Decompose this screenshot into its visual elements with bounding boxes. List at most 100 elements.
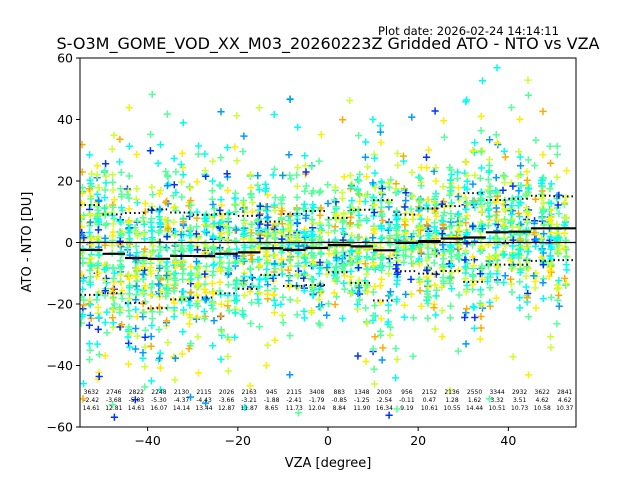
scatter-point: [423, 293, 431, 301]
scatter-point: [317, 204, 325, 212]
scatter-point: [348, 204, 356, 212]
scatter-point: [279, 225, 287, 234]
scatter-point: [423, 273, 431, 281]
bin-count-label: 2822: [129, 389, 144, 396]
scatter-point: [155, 303, 163, 311]
scatter-point: [447, 248, 455, 256]
scatter-point: [463, 199, 471, 207]
scatter-point: [547, 180, 555, 188]
scatter-point: [431, 219, 439, 227]
scatter-point: [515, 223, 523, 231]
scatter-point: [133, 232, 142, 240]
scatter-point: [477, 164, 486, 172]
scatter-point: [417, 248, 425, 256]
scatter-point: [80, 277, 87, 285]
scatter-point: [255, 276, 263, 284]
scatter-point: [209, 261, 217, 269]
scatter-point: [522, 272, 530, 280]
y-tick-label: −40: [47, 358, 73, 373]
scatter-point: [171, 259, 179, 267]
scatter-point: [385, 199, 393, 207]
scatter-point: [215, 235, 224, 243]
scatter-point: [210, 205, 218, 213]
scatter-point: [439, 221, 447, 229]
scatter-point: [154, 159, 162, 167]
scatter-point: [94, 226, 102, 234]
scatter-point: [355, 284, 363, 292]
scatter-point: [101, 221, 110, 229]
scatter-point: [141, 343, 149, 351]
scatter-point: [94, 259, 102, 267]
scatter-point: [408, 192, 417, 200]
scatter-point: [494, 278, 502, 286]
scatter-point: [201, 270, 209, 278]
scatter-point: [192, 258, 201, 266]
scatter-point: [162, 215, 170, 223]
scatter-point: [277, 196, 285, 204]
scatter-point: [447, 269, 456, 277]
scatter-point: [109, 203, 117, 211]
scatter-point: [376, 128, 385, 136]
scatter-point: [286, 171, 294, 179]
y-tick-label: 60: [57, 51, 73, 66]
scatter-point: [302, 258, 310, 266]
scatter-point: [209, 223, 217, 231]
scatter-point: [131, 396, 139, 404]
scatter-point: [507, 275, 515, 283]
scatter-point: [470, 262, 478, 270]
scatter-point: [547, 159, 555, 167]
scatter-point: [386, 288, 395, 296]
scatter-point: [193, 282, 201, 290]
scatter-point: [400, 258, 408, 266]
scatter-point: [117, 263, 125, 271]
scatter-point: [517, 199, 525, 207]
scatter-point: [124, 186, 132, 194]
scatter-point: [271, 285, 279, 293]
scatter-point: [478, 225, 486, 233]
scatter-point: [186, 232, 194, 240]
scatter-point: [377, 254, 385, 262]
scatter-point: [118, 204, 126, 212]
scatter-point: [156, 246, 164, 254]
scatter-point: [355, 222, 363, 230]
scatter-point: [308, 162, 316, 170]
scatter-point: [149, 191, 157, 199]
scatter-point: [553, 285, 561, 293]
scatter-point: [346, 279, 354, 287]
scatter-point: [423, 221, 431, 229]
scatter-point: [454, 193, 462, 201]
scatter-point: [423, 266, 431, 274]
scatter-point: [453, 174, 462, 182]
scatter-point: [141, 333, 149, 341]
scatter-point: [233, 112, 241, 120]
scatter-point: [187, 275, 195, 283]
scatter-point: [393, 149, 402, 158]
scatter-point: [170, 313, 178, 321]
scatter-point: [431, 205, 439, 214]
scatter-point: [493, 139, 501, 147]
scatter-point: [370, 201, 379, 209]
scatter-point: [562, 253, 570, 261]
scatter-point: [417, 163, 425, 172]
scatter-point: [294, 409, 303, 417]
scatter-point: [246, 288, 254, 296]
bin-std-label: 12.81: [105, 405, 122, 412]
scatter-point: [415, 173, 423, 181]
scatter-point: [209, 305, 217, 313]
scatter-point: [378, 210, 386, 218]
scatter-point: [264, 213, 272, 221]
scatter-point: [377, 275, 386, 283]
scatter-point: [279, 260, 287, 268]
scatter-point: [438, 230, 446, 238]
scatter-point: [486, 284, 494, 292]
scatter-point: [179, 306, 188, 314]
scatter-point: [492, 131, 500, 139]
scatter-point: [539, 205, 547, 214]
scatter-point: [486, 259, 494, 267]
scatter-point: [141, 383, 149, 391]
bin-mean-label: -2.42: [84, 397, 100, 404]
scatter-point: [141, 235, 149, 243]
scatter-point: [308, 189, 316, 198]
scatter-point: [547, 199, 555, 207]
scatter-point: [340, 279, 348, 287]
